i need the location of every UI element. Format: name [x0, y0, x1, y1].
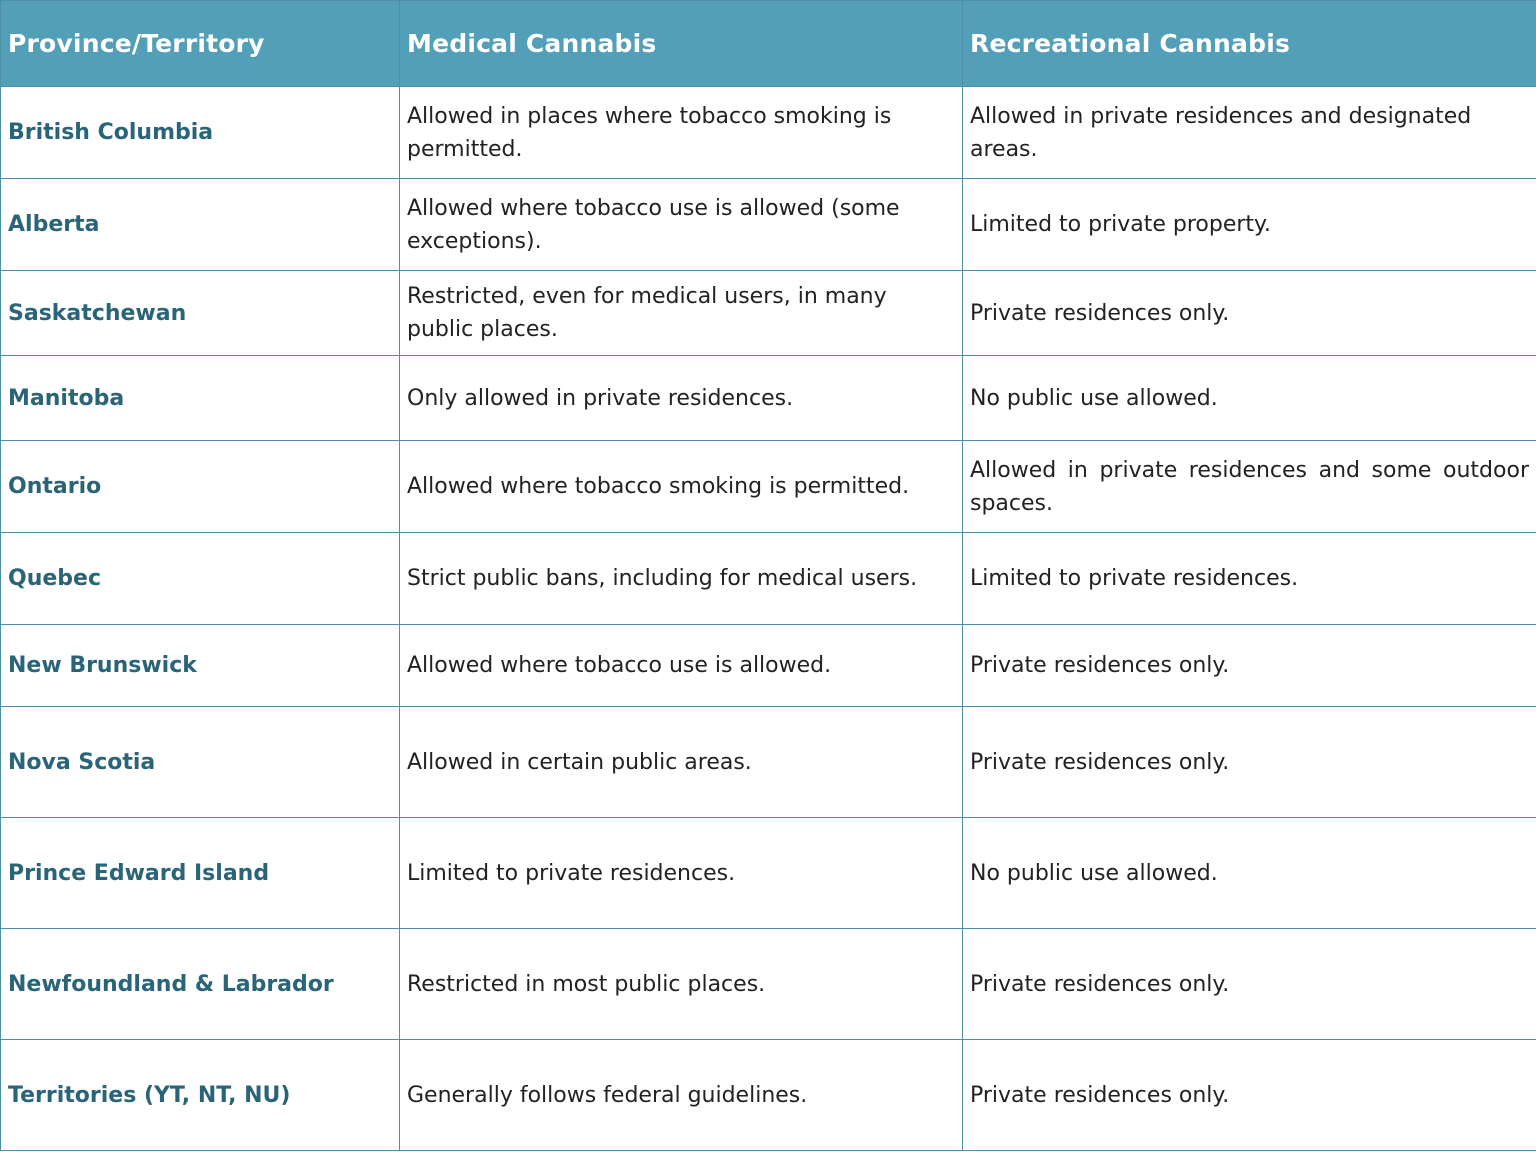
header-province: Province/Territory: [0, 0, 400, 87]
medical-cell: Only allowed in private residences.: [399, 355, 963, 441]
table-row: British Columbia Allowed in places where…: [0, 86, 1536, 179]
table-row: Nova Scotia Allowed in certain public ar…: [0, 706, 1536, 818]
recreational-cell: Private residences only.: [962, 624, 1536, 707]
medical-cell: Allowed where tobacco use is allowed (so…: [399, 178, 963, 271]
province-cell: Ontario: [0, 440, 400, 533]
medical-cell: Allowed in certain public areas.: [399, 706, 963, 818]
medical-cell: Limited to private residences.: [399, 817, 963, 929]
recreational-cell: Allowed in private residences and some o…: [962, 440, 1536, 533]
recreational-cell: Private residences only.: [962, 928, 1536, 1040]
medical-cell: Allowed where tobacco smoking is permitt…: [399, 440, 963, 533]
recreational-cell: Private residences only.: [962, 706, 1536, 818]
medical-cell: Restricted, even for medical users, in m…: [399, 270, 963, 356]
recreational-cell: Limited to private residences.: [962, 532, 1536, 625]
table-row: Alberta Allowed where tobacco use is all…: [0, 178, 1536, 271]
province-cell: Saskatchewan: [0, 270, 400, 356]
medical-cell: Allowed in places where tobacco smoking …: [399, 86, 963, 179]
province-cell: Newfoundland & Labrador: [0, 928, 400, 1040]
table-row: New Brunswick Allowed where tobacco use …: [0, 624, 1536, 707]
header-row: Province/Territory Medical Cannabis Recr…: [0, 0, 1536, 87]
medical-cell: Strict public bans, including for medica…: [399, 532, 963, 625]
province-cell: Manitoba: [0, 355, 400, 441]
province-cell: Nova Scotia: [0, 706, 400, 818]
table-row: Quebec Strict public bans, including for…: [0, 532, 1536, 625]
recreational-cell: Private residences only.: [962, 270, 1536, 356]
recreational-cell: Allowed in private residences and design…: [962, 86, 1536, 179]
recreational-cell: Limited to private property.: [962, 178, 1536, 271]
province-cell: Quebec: [0, 532, 400, 625]
header-medical: Medical Cannabis: [399, 0, 963, 87]
table-row: Prince Edward Island Limited to private …: [0, 817, 1536, 929]
recreational-cell: Private residences only.: [962, 1039, 1536, 1151]
medical-cell: Restricted in most public places.: [399, 928, 963, 1040]
table-row: Saskatchewan Restricted, even for medica…: [0, 270, 1536, 356]
table-row: Territories (YT, NT, NU) Generally follo…: [0, 1039, 1536, 1151]
province-cell: Prince Edward Island: [0, 817, 400, 929]
table-row: Newfoundland & Labrador Restricted in mo…: [0, 928, 1536, 1040]
table-row: Ontario Allowed where tobacco smoking is…: [0, 440, 1536, 533]
province-cell: British Columbia: [0, 86, 400, 179]
header-recreational: Recreational Cannabis: [962, 0, 1536, 87]
province-cell: Territories (YT, NT, NU): [0, 1039, 400, 1151]
province-cell: Alberta: [0, 178, 400, 271]
recreational-cell: No public use allowed.: [962, 355, 1536, 441]
medical-cell: Allowed where tobacco use is allowed.: [399, 624, 963, 707]
medical-cell: Generally follows federal guidelines.: [399, 1039, 963, 1151]
province-cell: New Brunswick: [0, 624, 400, 707]
recreational-cell: No public use allowed.: [962, 817, 1536, 929]
table-row: Manitoba Only allowed in private residen…: [0, 355, 1536, 441]
